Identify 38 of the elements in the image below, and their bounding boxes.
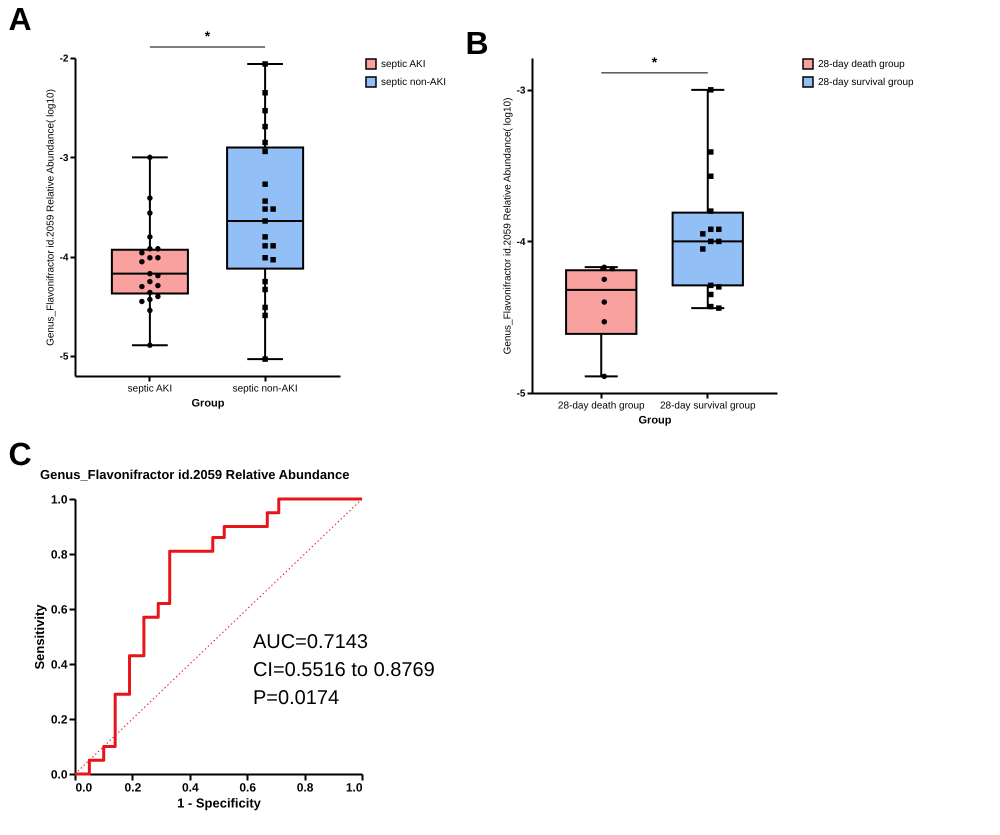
x-tick-label: 0.6 bbox=[239, 780, 256, 794]
x-tick-label: 0.2 bbox=[124, 780, 142, 794]
legend-label: septic non-AKI bbox=[381, 77, 446, 88]
y-tick-label: -5 bbox=[60, 352, 69, 363]
legend-label: 28-day death group bbox=[818, 59, 906, 70]
legend-label: 28-day survival group bbox=[818, 77, 914, 88]
annotation: P=0.0174 bbox=[252, 687, 340, 709]
legend-label: septic AKI bbox=[381, 59, 426, 70]
y-tick-label: -4 bbox=[60, 252, 69, 264]
y-tick-label: 0.8 bbox=[50, 548, 68, 562]
x-tick-label: 0.8 bbox=[296, 780, 314, 794]
x-tick-label: 1.0 bbox=[346, 780, 363, 794]
y-tick-label: 1.0 bbox=[50, 492, 68, 506]
y-tick-label: 0.6 bbox=[50, 602, 68, 616]
text: A bbox=[8, 1, 32, 37]
y-tick-label: 0.0 bbox=[50, 768, 68, 782]
y-tick-label: 0.2 bbox=[50, 712, 68, 726]
y-tick-label: -4 bbox=[516, 236, 526, 248]
chart-title: Genus_Flavonifractor id.2059 Relative Abundance bbox=[40, 467, 350, 482]
annotation: * bbox=[652, 54, 658, 70]
text: * bbox=[204, 28, 211, 44]
y-tick-label: -5 bbox=[516, 388, 526, 400]
y-axis-title: Sensitivity bbox=[32, 604, 47, 670]
text: C bbox=[8, 436, 32, 472]
y-tick-label: -3 bbox=[60, 152, 69, 164]
y-axis-title: Genus_Flavonifractor id.2059 Relative Abundance( log10) bbox=[502, 98, 514, 354]
x-axis-title: Group bbox=[192, 398, 225, 410]
y-tick-label: -3 bbox=[516, 85, 526, 96]
text: B bbox=[465, 25, 489, 61]
x-axis-title: Group bbox=[638, 414, 672, 426]
y-tick-label: 0.4 bbox=[50, 658, 68, 672]
x-tick-label: 0.0 bbox=[76, 780, 93, 794]
y-tick-label: -2 bbox=[60, 54, 69, 64]
x-axis-title: 1 - Specificity bbox=[177, 796, 262, 810]
annotation: CI=0.5516 to 0.8769 bbox=[252, 659, 435, 681]
y-axis-title: Genus_Flavonifractor id.2059 Relative Abundance( log10) bbox=[46, 89, 57, 346]
x-tick-label: 0.4 bbox=[182, 780, 199, 794]
annotation: AUC=0.7143 bbox=[252, 631, 368, 653]
